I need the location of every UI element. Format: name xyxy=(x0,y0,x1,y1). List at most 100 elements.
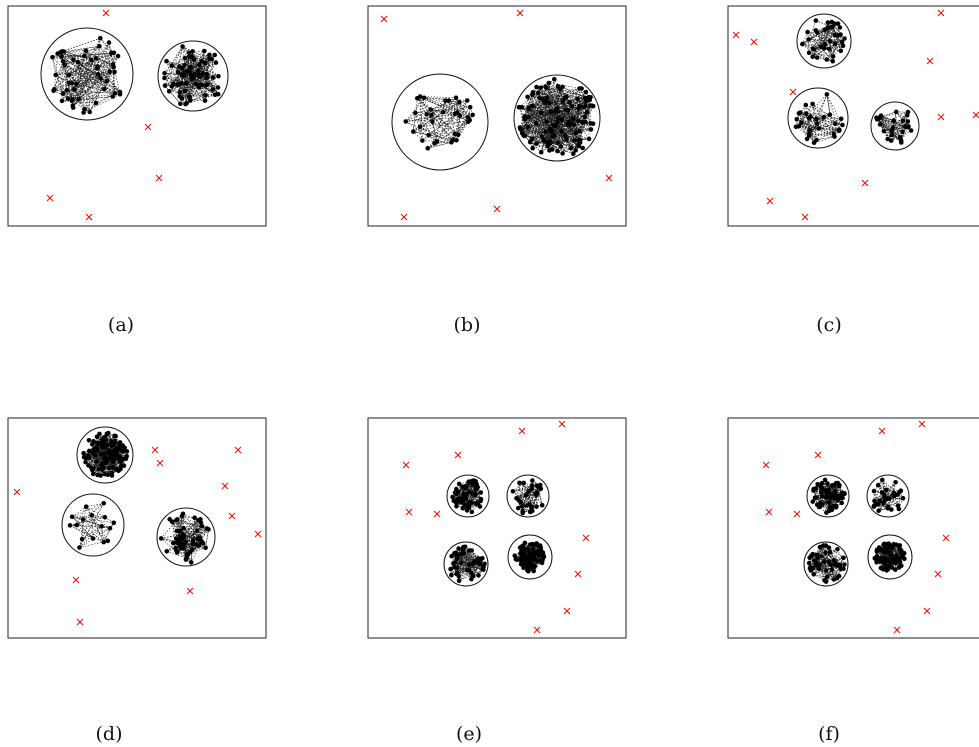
edge xyxy=(808,39,843,43)
panel-frame xyxy=(7,417,267,639)
node xyxy=(204,71,210,77)
node xyxy=(98,441,103,447)
outlier-cross xyxy=(937,113,945,121)
edge xyxy=(829,45,844,50)
node xyxy=(115,454,121,459)
edge xyxy=(55,74,75,90)
node xyxy=(898,488,904,494)
node xyxy=(837,25,843,30)
edge xyxy=(179,543,194,546)
node xyxy=(520,503,525,509)
node xyxy=(823,41,828,47)
node xyxy=(203,61,208,66)
node xyxy=(190,547,195,552)
node xyxy=(559,129,564,134)
edge xyxy=(800,112,830,115)
node xyxy=(181,525,186,531)
outlier-cross xyxy=(558,420,566,428)
edge xyxy=(878,482,896,511)
edge xyxy=(545,86,561,90)
edge xyxy=(434,106,471,144)
edge xyxy=(550,135,566,143)
node xyxy=(112,69,117,75)
edge xyxy=(166,551,187,559)
edge xyxy=(428,112,458,136)
node xyxy=(824,574,830,580)
node xyxy=(555,109,561,115)
edge xyxy=(546,105,580,122)
edge xyxy=(419,96,457,141)
edge xyxy=(197,70,213,90)
node xyxy=(546,80,552,86)
node xyxy=(162,83,168,88)
node xyxy=(836,562,842,568)
outlier-cross xyxy=(861,179,869,187)
edge xyxy=(181,516,200,546)
node xyxy=(893,480,898,485)
edge xyxy=(183,528,208,549)
outlier-cross xyxy=(732,31,740,39)
node xyxy=(825,481,830,486)
edge xyxy=(519,482,523,514)
node xyxy=(99,462,104,468)
node xyxy=(199,523,205,529)
node xyxy=(181,542,186,547)
node xyxy=(814,552,820,558)
node xyxy=(179,65,185,71)
edge xyxy=(812,554,827,571)
node xyxy=(101,501,106,506)
node xyxy=(875,482,881,488)
edge xyxy=(521,88,580,108)
node xyxy=(876,508,881,513)
outlier-cross xyxy=(155,174,163,182)
node xyxy=(819,493,825,499)
cluster-boundary xyxy=(157,40,229,112)
edge xyxy=(72,80,108,106)
node xyxy=(567,99,572,105)
node xyxy=(810,101,815,107)
node xyxy=(454,138,459,143)
edge xyxy=(53,61,64,91)
node xyxy=(529,486,535,492)
node xyxy=(825,20,831,25)
edge xyxy=(878,492,894,511)
node xyxy=(899,563,904,569)
node xyxy=(102,471,108,477)
node xyxy=(472,559,478,564)
node xyxy=(98,35,103,41)
edge xyxy=(448,100,456,134)
node xyxy=(539,110,544,116)
edge xyxy=(91,515,111,529)
node xyxy=(523,492,529,498)
node xyxy=(833,41,838,47)
edge xyxy=(463,484,474,496)
edge xyxy=(76,524,111,529)
node xyxy=(72,87,77,92)
edge xyxy=(548,82,553,132)
node xyxy=(829,567,835,572)
node xyxy=(420,138,425,143)
edge xyxy=(813,488,837,508)
edge xyxy=(419,120,470,128)
edge xyxy=(67,80,108,99)
edge xyxy=(192,547,206,550)
edge xyxy=(57,53,116,94)
node xyxy=(832,482,837,488)
node xyxy=(814,137,819,143)
edge xyxy=(473,563,479,577)
node xyxy=(110,459,116,465)
node xyxy=(816,126,822,131)
edge xyxy=(417,98,459,136)
node xyxy=(830,54,836,59)
edge xyxy=(812,27,829,57)
node xyxy=(896,506,902,512)
edge xyxy=(826,492,834,507)
node xyxy=(833,503,839,509)
edge xyxy=(545,86,569,125)
edge xyxy=(512,491,530,505)
edge xyxy=(448,100,471,108)
node xyxy=(102,515,108,520)
node xyxy=(109,443,114,449)
edge xyxy=(523,135,542,153)
edge xyxy=(549,128,580,132)
